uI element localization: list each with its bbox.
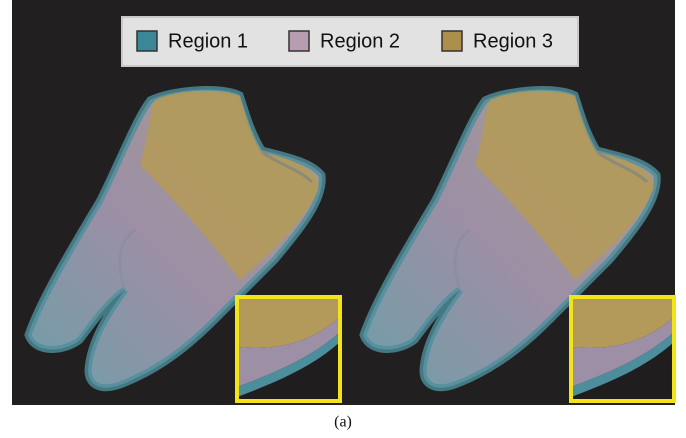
legend-label: Region 3 — [473, 30, 553, 52]
legend-swatch — [441, 30, 463, 52]
legend-bg — [123, 18, 577, 65]
legend-label: Region 2 — [320, 30, 400, 52]
zoom-inset — [569, 295, 676, 403]
legend-swatch — [288, 30, 310, 52]
zoom-inset — [235, 295, 342, 403]
legend: Region 1 Region 2 Region 3 — [136, 30, 553, 52]
legend-swatch — [136, 30, 158, 52]
caption: (a) — [334, 414, 352, 431]
legend-label: Region 1 — [168, 30, 248, 52]
